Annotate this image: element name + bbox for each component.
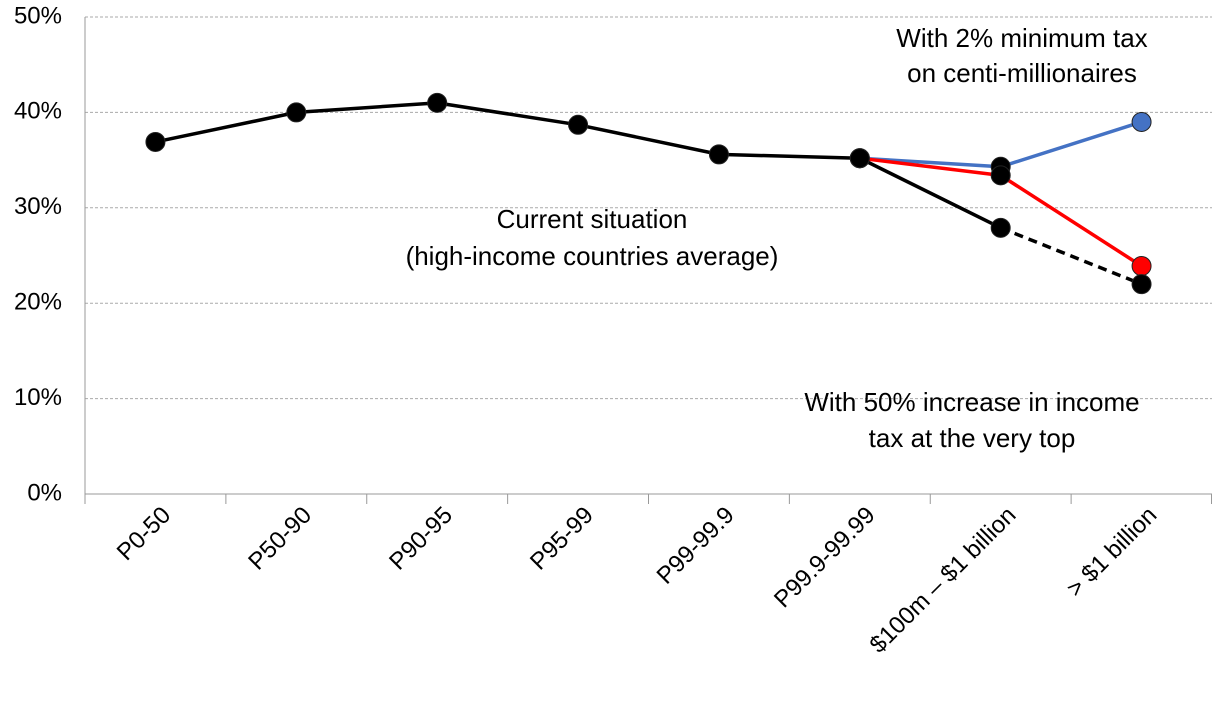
point xyxy=(990,217,1011,238)
line-segment xyxy=(1000,120,1143,169)
y-tick-label: 40% xyxy=(14,98,62,125)
y-tick-label: 50% xyxy=(14,2,62,29)
point xyxy=(708,144,729,165)
line-segment xyxy=(859,156,1001,178)
point xyxy=(849,148,870,169)
line-segment xyxy=(155,110,297,144)
point xyxy=(1131,255,1152,276)
x-tick-label: P95-99 xyxy=(525,502,599,576)
point xyxy=(1131,111,1152,132)
series-annotation: With 50% increase in income xyxy=(804,387,1139,417)
x-tick-label: $100m – $1 billion xyxy=(865,502,1022,659)
x-tick-label: > $1 billion xyxy=(1062,502,1163,603)
x-tick-label: P99.9-99.99 xyxy=(769,502,881,614)
line-segment xyxy=(577,123,720,157)
line-segment xyxy=(296,101,438,115)
point xyxy=(286,102,307,123)
point xyxy=(427,92,448,113)
series-annotation: tax at the very top xyxy=(869,423,1076,453)
point xyxy=(568,114,589,135)
series-annotation: on centi-millionaires xyxy=(907,58,1137,88)
x-tick-label: P90-95 xyxy=(384,502,458,576)
y-tick-label: 0% xyxy=(27,479,62,506)
line-segment xyxy=(718,152,860,160)
x-tick-label: P0-50 xyxy=(112,502,176,566)
line-segment xyxy=(436,101,579,127)
point xyxy=(145,131,166,152)
point xyxy=(1131,274,1152,295)
y-tick-label: 30% xyxy=(14,193,62,220)
point xyxy=(990,165,1011,186)
x-tick-label: P50-90 xyxy=(243,502,317,576)
series-annotation: Current situation xyxy=(497,204,688,234)
x-tick-label: P99-99.9 xyxy=(652,502,740,590)
y-tick-label: 10% xyxy=(14,384,62,411)
line-segment xyxy=(999,173,1143,268)
series-annotation: (high-income countries average) xyxy=(406,241,779,271)
y-tick-label: 20% xyxy=(14,289,62,316)
line-segment xyxy=(859,156,1002,230)
line-segment xyxy=(1000,226,1143,286)
series-annotation: With 2% minimum tax xyxy=(896,23,1147,53)
